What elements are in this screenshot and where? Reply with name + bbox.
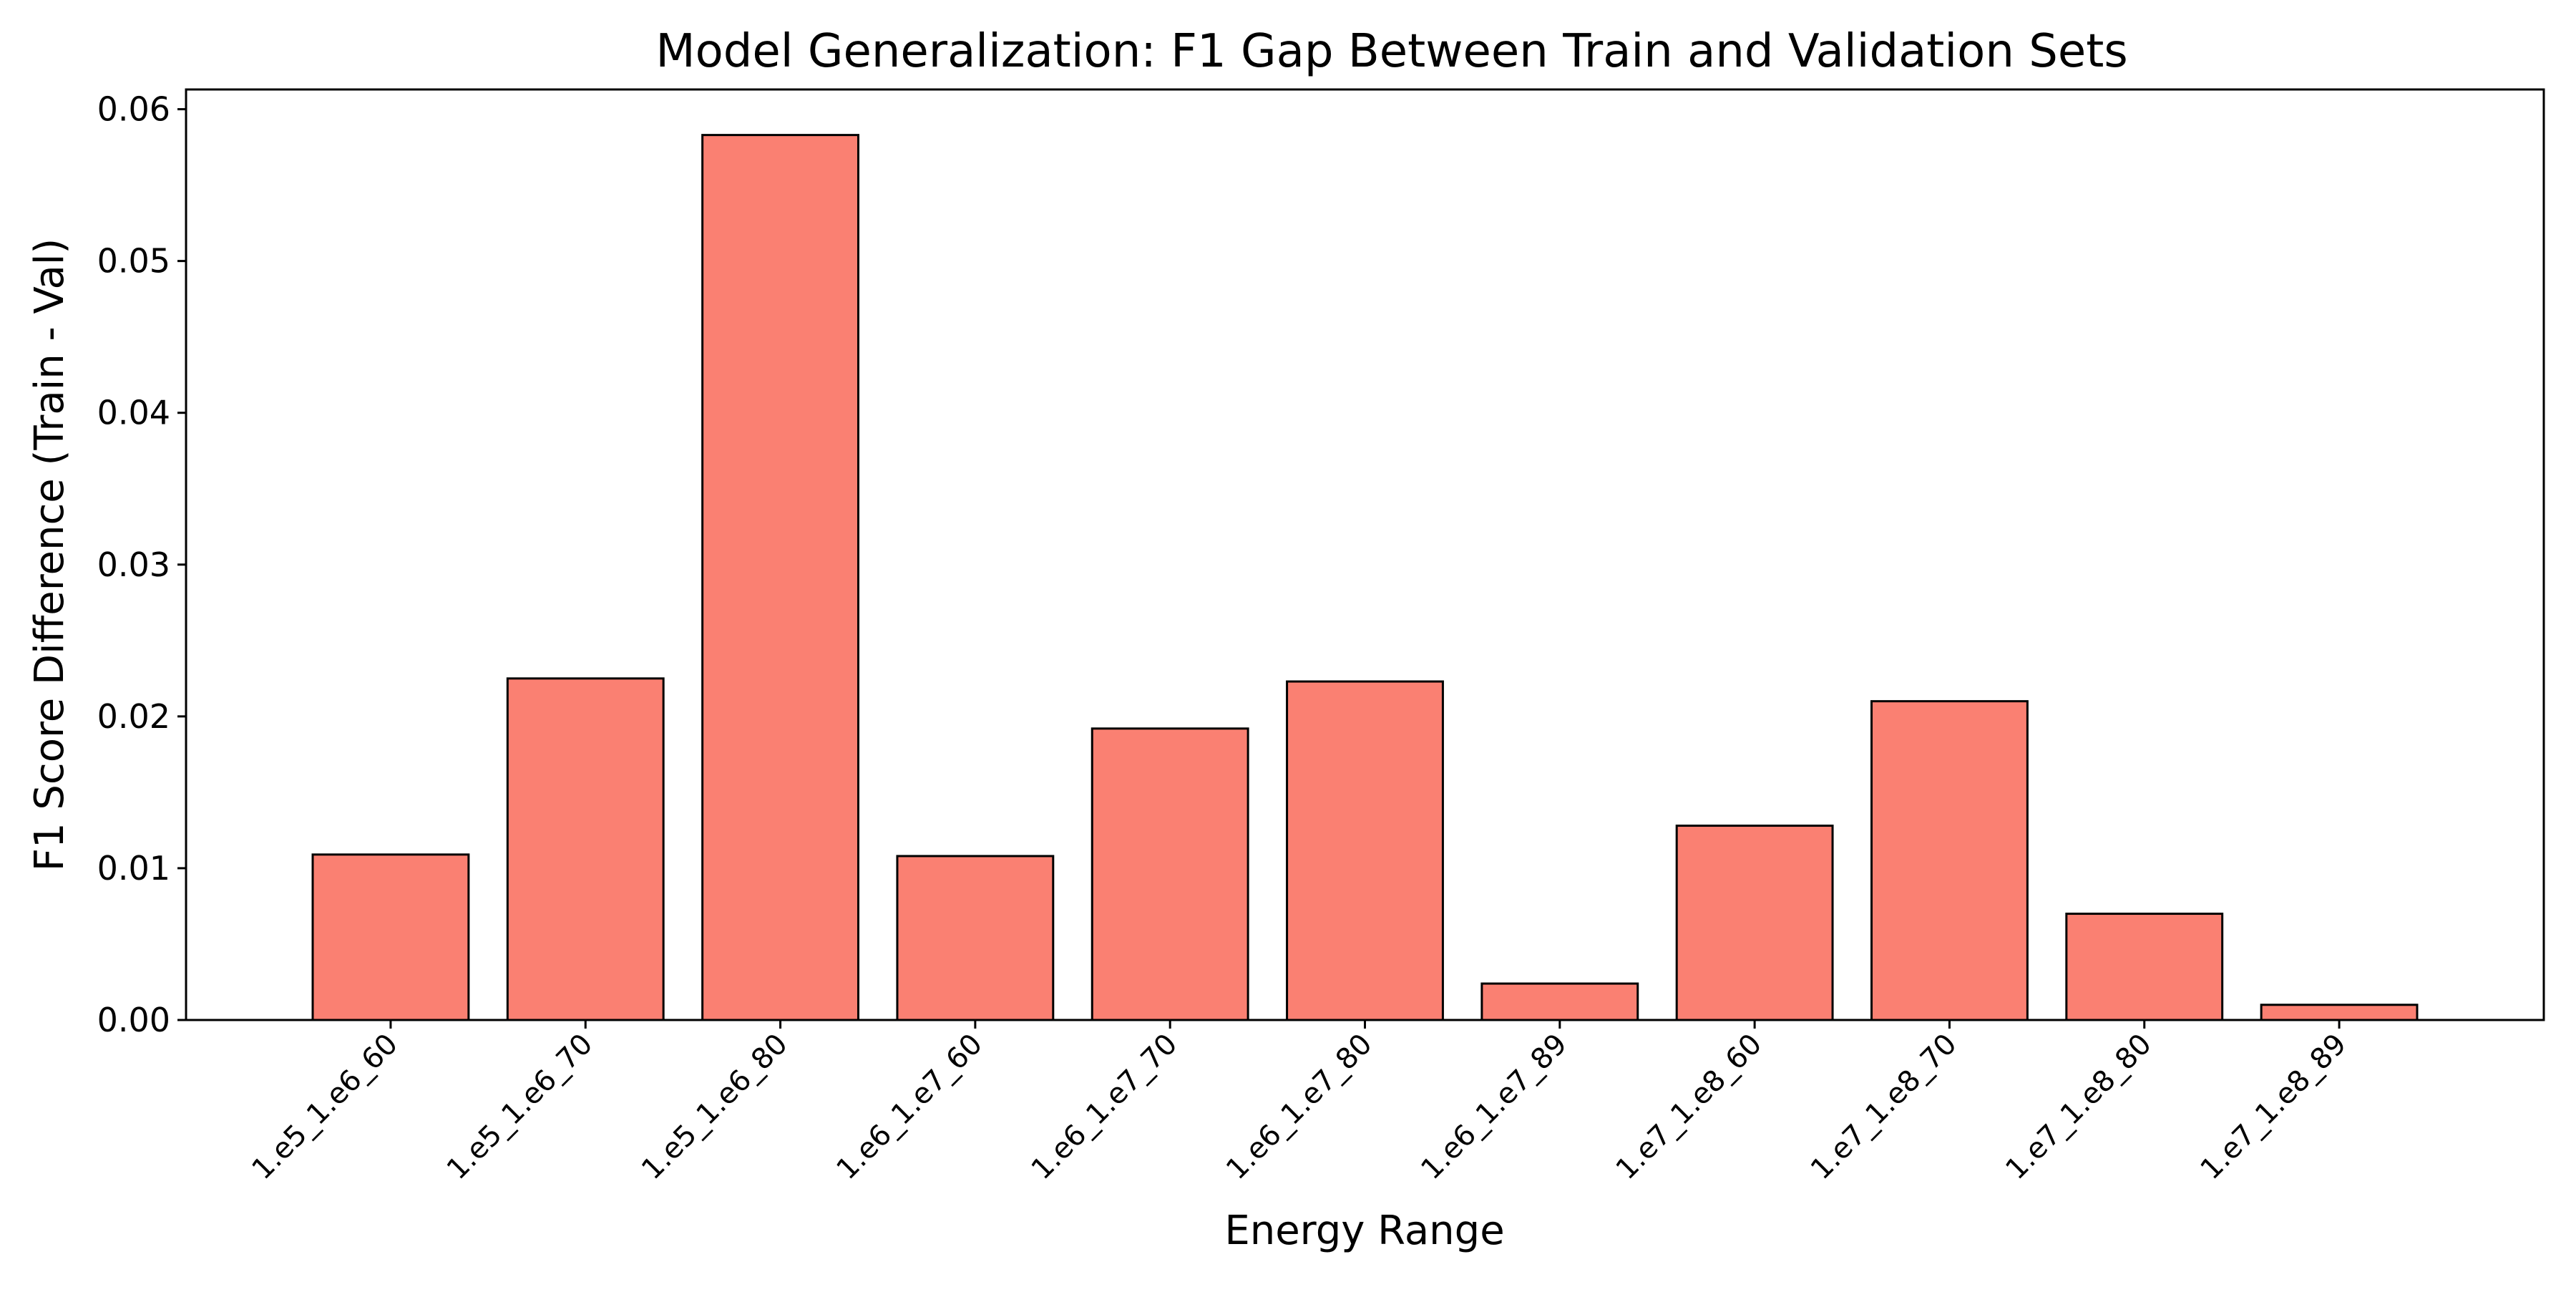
bar-1.e7_1.e8_60 — [1675, 825, 1834, 1021]
x-tick-label: 1.e6_1.e7_80 — [1220, 1028, 1379, 1187]
bar-1.e6_1.e7_89 — [1480, 982, 1639, 1021]
y-tick-label: 0.02 — [97, 697, 170, 736]
bar-1.e5_1.e6_60 — [311, 853, 470, 1021]
y-tick-label: 0.06 — [97, 90, 170, 129]
y-tick-label: 0.00 — [97, 1001, 170, 1039]
x-tick-label: 1.e6_1.e7_89 — [1415, 1028, 1574, 1187]
x-tick-label: 1.e6_1.e7_60 — [830, 1028, 989, 1187]
y-tick-label: 0.05 — [97, 242, 170, 281]
bar-1.e6_1.e7_60 — [896, 855, 1055, 1021]
x-axis-label: Energy Range — [1224, 1208, 1504, 1254]
x-axis: 1.e5_1.e6_60 1.e5_1.e6_70 1.e5_1.e6_80 1.e6… — [245, 1020, 2353, 1186]
x-tick-label: 1.e7_1.e8_80 — [1999, 1028, 2158, 1187]
x-tick-label: 1.e6_1.e7_70 — [1025, 1028, 1184, 1187]
bar-1.e7_1.e8_89 — [2260, 1004, 2419, 1021]
y-axis: 0.00 0.01 0.02 0.03 0.04 0.05 0.06 — [97, 90, 186, 1039]
y-tick-label: 0.03 — [97, 545, 170, 584]
x-tick-label: 1.e7_1.e8_60 — [1610, 1028, 1769, 1187]
y-tick-label: 0.04 — [97, 394, 170, 432]
bar-1.e6_1.e7_80 — [1286, 680, 1444, 1021]
bar-1.e7_1.e8_80 — [2065, 913, 2224, 1021]
chart-title: Model Generalization: F1 Gap Between Tra… — [655, 25, 2127, 78]
bar-1.e5_1.e6_80 — [701, 134, 859, 1021]
y-axis-label: F1 Score Difference (Train - Val) — [26, 238, 73, 872]
x-tick-label: 1.e7_1.e8_89 — [2195, 1028, 2353, 1187]
bar-1.e7_1.e8_70 — [1870, 700, 2029, 1021]
bar-1.e6_1.e7_70 — [1091, 727, 1249, 1021]
y-tick-label: 0.01 — [97, 849, 170, 888]
bar-1.e5_1.e6_70 — [506, 677, 665, 1021]
x-tick-label: 1.e5_1.e6_70 — [441, 1028, 600, 1187]
x-tick-label: 1.e7_1.e8_70 — [1805, 1028, 1963, 1187]
bars — [311, 134, 2419, 1021]
x-tick-label: 1.e5_1.e6_80 — [635, 1028, 794, 1187]
plot-area — [185, 88, 2545, 1021]
x-tick-label: 1.e5_1.e6_60 — [245, 1028, 404, 1187]
